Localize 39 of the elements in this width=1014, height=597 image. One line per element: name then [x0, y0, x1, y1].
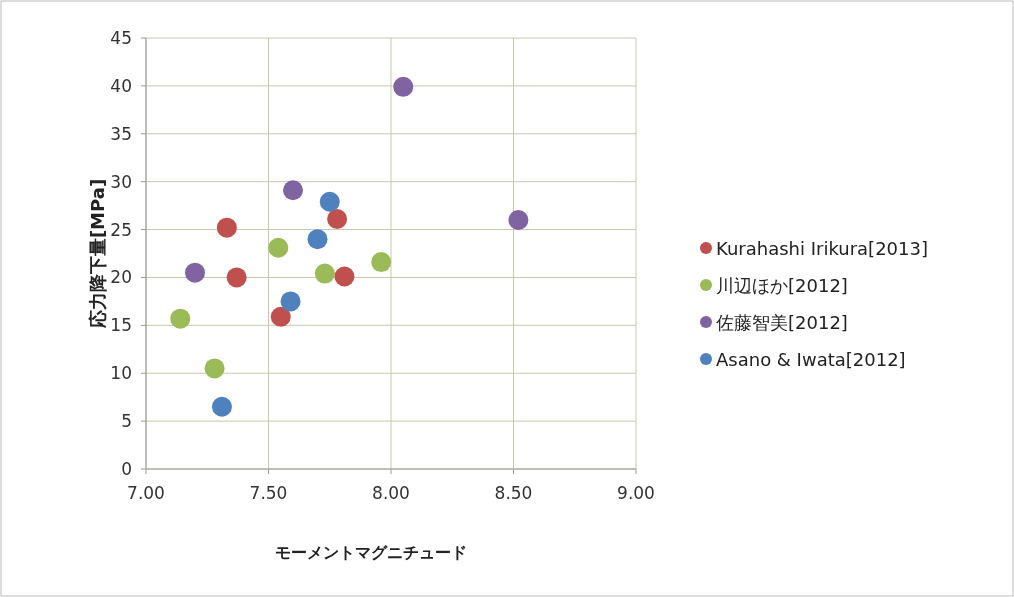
x-tick-label: 7.00 [127, 483, 165, 503]
point [314, 263, 335, 284]
legend-label: 佐藤智美[2012] [716, 312, 848, 333]
y-tick-label: 25 [110, 219, 132, 240]
point [319, 191, 340, 212]
y-axis-title: 応力降下量[MPa] [87, 178, 108, 330]
point [270, 306, 291, 327]
x-tick-label: 9.00 [617, 483, 655, 503]
point [170, 308, 191, 329]
point [334, 266, 355, 287]
point [268, 237, 289, 258]
x-tick-label: 8.50 [494, 483, 533, 503]
point [307, 229, 328, 250]
y-tick-label: 0 [121, 459, 132, 479]
legend-label: 川辺ほか[2012] [716, 275, 848, 296]
point [226, 267, 247, 288]
point [393, 76, 414, 97]
x-axis-title: モーメントマグニチュード [275, 543, 467, 562]
point [283, 180, 303, 201]
point [185, 262, 205, 283]
legend-label: Kurahashi Irikura[2013] [716, 238, 928, 259]
y-tick-label: 35 [110, 123, 132, 144]
y-tick-label: 40 [110, 75, 132, 96]
point [371, 252, 392, 273]
y-tick-label: 5 [121, 411, 132, 432]
y-tick-label: 10 [110, 363, 132, 384]
point [211, 396, 232, 417]
point [327, 209, 348, 230]
point [280, 291, 301, 312]
x-tick-label: 8.00 [372, 483, 410, 503]
x-tick-label: 7.50 [249, 483, 288, 503]
y-tick-label: 30 [110, 171, 132, 192]
legend-label: Asano & Iwata[2012] [716, 349, 906, 370]
point [216, 217, 237, 238]
point [508, 209, 529, 230]
point [204, 358, 225, 379]
y-tick-label: 15 [110, 315, 132, 336]
y-tick-label: 20 [110, 267, 132, 288]
y-tick-label: 45 [110, 28, 132, 48]
